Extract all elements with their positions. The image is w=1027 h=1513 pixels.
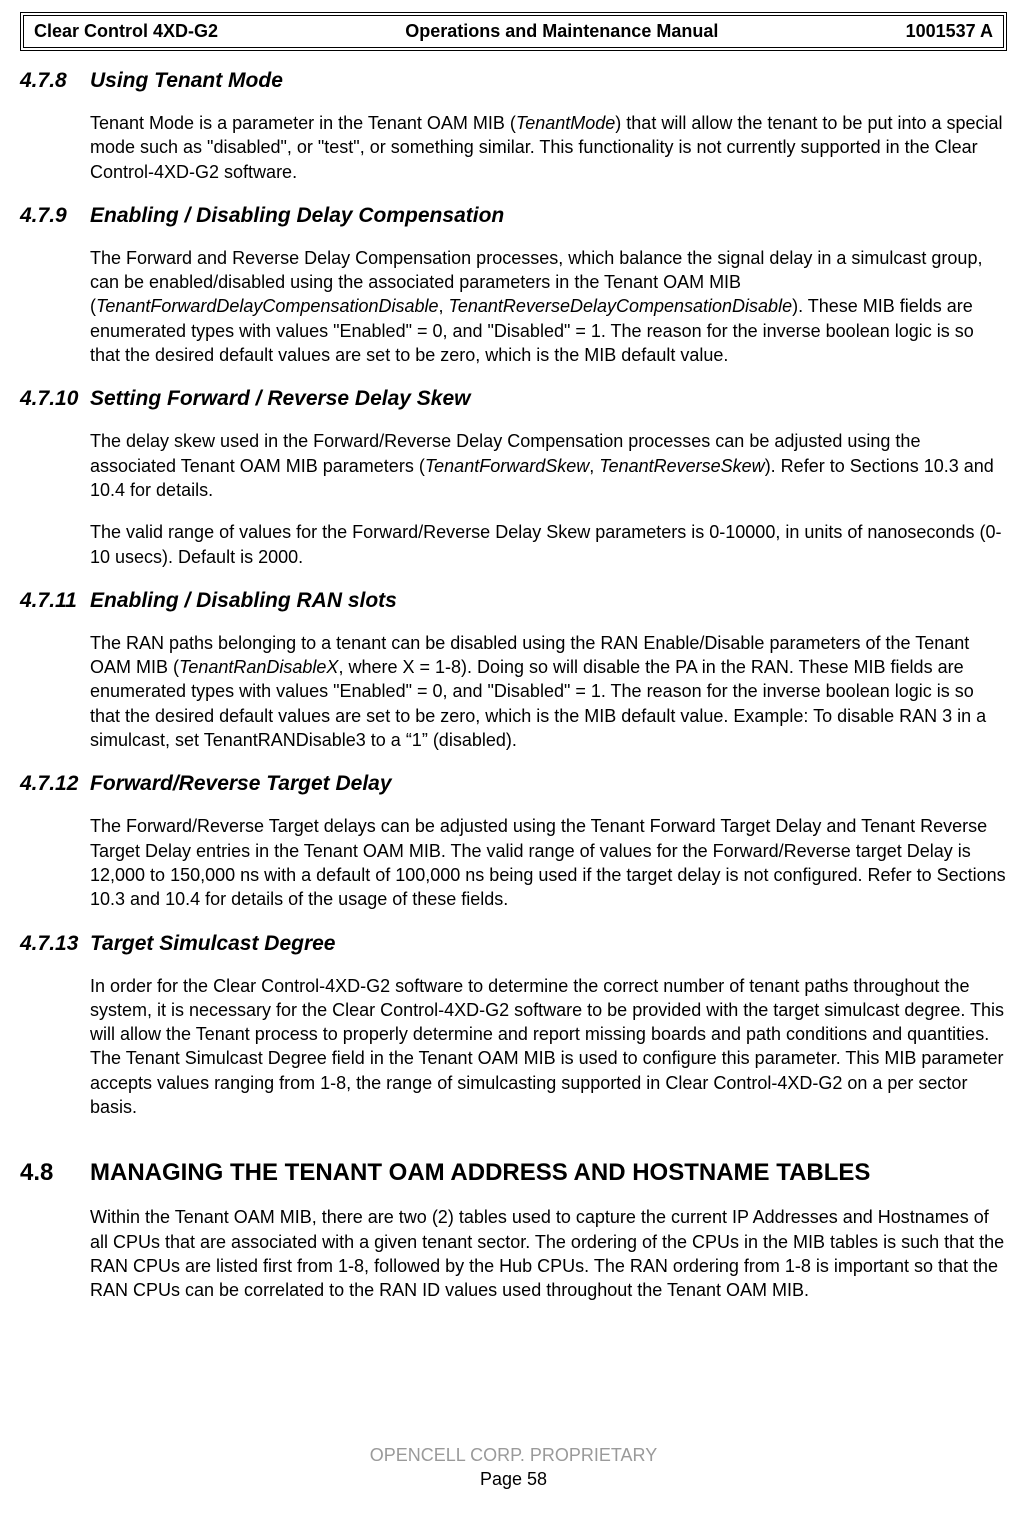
section-heading: 4.7.13 Target Simulcast Degree bbox=[20, 932, 1007, 956]
paragraph: In order for the Clear Control-4XD-G2 so… bbox=[90, 974, 1007, 1120]
section-number: 4.7.12 bbox=[20, 772, 90, 796]
section-heading: 4.7.11 Enabling / Disabling RAN slots bbox=[20, 589, 1007, 613]
section-4-8: 4.8 MANAGING THE TENANT OAM ADDRESS AND … bbox=[20, 1159, 1007, 1302]
section-heading: 4.7.9 Enabling / Disabling Delay Compens… bbox=[20, 204, 1007, 228]
section-number: 4.7.10 bbox=[20, 387, 90, 411]
paragraph: The valid range of values for the Forwar… bbox=[90, 520, 1007, 569]
section-number: 4.7.11 bbox=[20, 589, 90, 613]
section-4-7-12: 4.7.12 Forward/Reverse Target Delay The … bbox=[20, 772, 1007, 911]
paragraph: The RAN paths belonging to a tenant can … bbox=[90, 631, 1007, 752]
header-center: Operations and Maintenance Manual bbox=[405, 21, 718, 42]
paragraph: Within the Tenant OAM MIB, there are two… bbox=[90, 1205, 1007, 1302]
section-heading: 4.7.12 Forward/Reverse Target Delay bbox=[20, 772, 1007, 796]
footer-page-number: Page 58 bbox=[0, 1468, 1027, 1491]
page-footer: OPENCELL CORP. PROPRIETARY Page 58 bbox=[0, 1444, 1027, 1491]
page: Clear Control 4XD-G2 Operations and Main… bbox=[0, 0, 1027, 1513]
section-title: Setting Forward / Reverse Delay Skew bbox=[90, 387, 470, 411]
paragraph: The Forward/Reverse Target delays can be… bbox=[90, 814, 1007, 911]
section-title: Enabling / Disabling Delay Compensation bbox=[90, 204, 504, 228]
section-title: Target Simulcast Degree bbox=[90, 932, 335, 956]
section-title: MANAGING THE TENANT OAM ADDRESS AND HOST… bbox=[90, 1159, 870, 1187]
section-number: 4.7.8 bbox=[20, 69, 90, 93]
section-number: 4.8 bbox=[20, 1159, 90, 1187]
header-left: Clear Control 4XD-G2 bbox=[34, 21, 218, 42]
paragraph: Tenant Mode is a parameter in the Tenant… bbox=[90, 111, 1007, 184]
section-title: Using Tenant Mode bbox=[90, 69, 283, 93]
section-4-7-8: 4.7.8 Using Tenant Mode Tenant Mode is a… bbox=[20, 69, 1007, 184]
section-4-7-11: 4.7.11 Enabling / Disabling RAN slots Th… bbox=[20, 589, 1007, 752]
section-4-7-10: 4.7.10 Setting Forward / Reverse Delay S… bbox=[20, 387, 1007, 568]
header-right: 1001537 A bbox=[906, 21, 993, 42]
section-4-7-13: 4.7.13 Target Simulcast Degree In order … bbox=[20, 932, 1007, 1120]
section-4-7-9: 4.7.9 Enabling / Disabling Delay Compens… bbox=[20, 204, 1007, 367]
section-title: Forward/Reverse Target Delay bbox=[90, 772, 392, 796]
section-number: 4.7.9 bbox=[20, 204, 90, 228]
section-heading: 4.7.10 Setting Forward / Reverse Delay S… bbox=[20, 387, 1007, 411]
paragraph: The Forward and Reverse Delay Compensati… bbox=[90, 246, 1007, 367]
footer-proprietary: OPENCELL CORP. PROPRIETARY bbox=[0, 1444, 1027, 1467]
header-bar: Clear Control 4XD-G2 Operations and Main… bbox=[20, 12, 1007, 51]
content-area: 4.7.8 Using Tenant Mode Tenant Mode is a… bbox=[20, 51, 1007, 1303]
section-number: 4.7.13 bbox=[20, 932, 90, 956]
major-section-heading: 4.8 MANAGING THE TENANT OAM ADDRESS AND … bbox=[20, 1159, 1007, 1187]
section-heading: 4.7.8 Using Tenant Mode bbox=[20, 69, 1007, 93]
paragraph: The delay skew used in the Forward/Rever… bbox=[90, 429, 1007, 502]
section-title: Enabling / Disabling RAN slots bbox=[90, 589, 397, 613]
